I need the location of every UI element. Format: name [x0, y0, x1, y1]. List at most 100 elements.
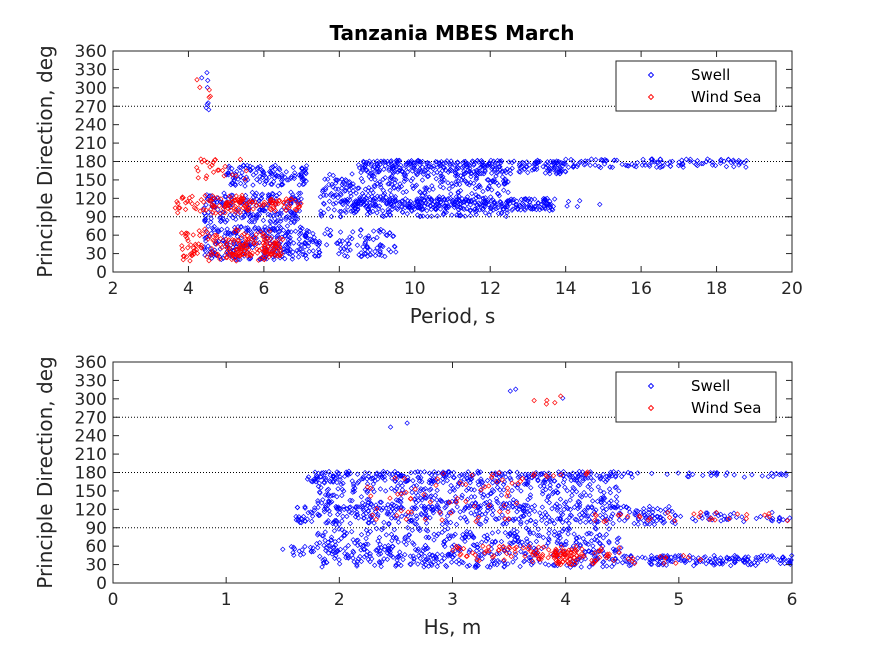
data-point: [547, 204, 554, 210]
data-point: [544, 474, 550, 480]
data-point: [302, 232, 309, 238]
data-point: [477, 505, 483, 512]
data-point: [217, 210, 223, 216]
data-point: [223, 254, 229, 261]
data-point: [729, 555, 735, 562]
data-point: [239, 169, 245, 176]
data-point: [499, 512, 505, 518]
data-point: [311, 507, 318, 513]
data-point: [565, 553, 572, 560]
data-point: [693, 161, 699, 168]
data-point: [327, 499, 333, 506]
data-point: [332, 538, 338, 545]
data-point: [493, 495, 500, 502]
data-point: [340, 513, 346, 520]
data-point: [331, 207, 337, 213]
data-point: [339, 248, 345, 254]
data-point: [469, 190, 475, 197]
data-point: [727, 511, 734, 518]
data-point: [457, 480, 463, 486]
data-point: [256, 198, 262, 204]
data-point: [564, 487, 570, 494]
data-point: [522, 553, 528, 559]
data-point: [555, 469, 562, 475]
data-point: [241, 248, 248, 255]
data-point: [255, 225, 262, 231]
data-point: [572, 561, 578, 567]
data-point: [365, 206, 371, 213]
data-point: [373, 525, 380, 532]
data-point: [589, 498, 596, 504]
data-point: [611, 557, 617, 564]
data-point: [365, 233, 372, 239]
data-point: [434, 169, 440, 176]
data-point: [376, 551, 382, 558]
data-point: [524, 159, 530, 165]
data-point: [177, 205, 183, 211]
data-point: [354, 242, 361, 248]
data-point: [505, 561, 511, 567]
data-point: [257, 179, 263, 185]
data-point: [485, 177, 492, 183]
data-point: [212, 205, 218, 211]
data-point: [272, 162, 278, 169]
data-point: [473, 548, 480, 554]
data-point: [510, 559, 516, 565]
data-point: [326, 468, 332, 475]
data-point: [416, 168, 422, 174]
data-point: [240, 251, 247, 258]
data-point: [594, 537, 600, 544]
data-point: [428, 196, 434, 202]
data-point: [504, 198, 511, 204]
data-point: [203, 173, 210, 179]
data-point: [548, 162, 555, 168]
data-point: [349, 235, 355, 242]
x-tick-label: 0: [108, 590, 119, 610]
data-point: [530, 552, 536, 558]
data-point: [465, 167, 471, 174]
data-point: [398, 491, 405, 497]
data-point: [374, 234, 380, 241]
data-point: [402, 536, 408, 542]
data-point: [428, 561, 435, 567]
data-point: [450, 554, 456, 560]
data-point: [229, 172, 235, 178]
data-point: [482, 511, 488, 517]
data-point: [197, 232, 203, 239]
data-point: [174, 198, 180, 205]
data-point: [355, 478, 362, 485]
data-point: [393, 249, 399, 255]
data-point: [325, 550, 332, 556]
data-point: [426, 557, 432, 564]
data-point: [693, 558, 699, 564]
data-point: [471, 168, 477, 175]
data-point: [395, 553, 402, 559]
data-point: [567, 556, 573, 562]
data-point: [433, 482, 439, 489]
data-point: [434, 533, 440, 539]
data-point: [451, 474, 457, 481]
data-point: [363, 535, 369, 542]
data-point: [388, 249, 394, 255]
data-point: [684, 473, 691, 480]
data-point: [389, 537, 395, 544]
data-point: [394, 205, 400, 211]
data-point: [231, 241, 238, 247]
data-point: [703, 560, 709, 567]
data-point: [523, 550, 529, 557]
data-point: [596, 540, 603, 546]
data-point: [758, 553, 765, 559]
data-point: [572, 516, 578, 523]
data-point: [773, 470, 780, 477]
data-point: [258, 166, 264, 173]
data-point: [499, 174, 506, 180]
data-point: [496, 163, 502, 170]
data-point: [551, 478, 558, 484]
data-point: [330, 172, 336, 179]
y-tick-label: 180: [75, 464, 107, 484]
data-point: [521, 196, 527, 202]
data-point: [451, 162, 457, 168]
data-point: [460, 174, 466, 181]
data-point: [419, 497, 425, 503]
data-point: [467, 529, 473, 535]
